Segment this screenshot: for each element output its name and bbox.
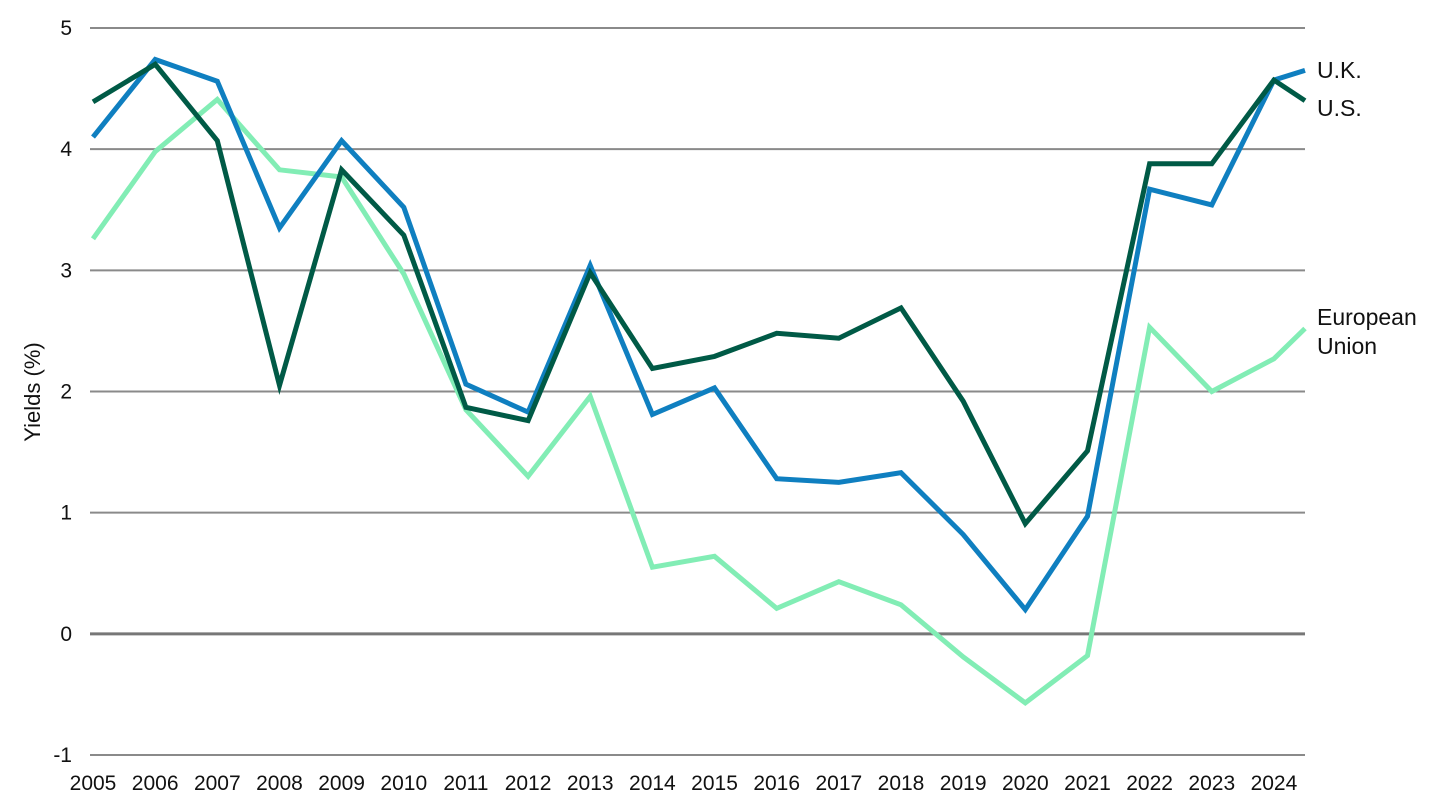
y-tick-label: 4: [60, 138, 72, 161]
y-tick-label: 1: [60, 502, 72, 525]
x-tick-label: 2006: [132, 772, 179, 795]
x-tick-label: 2005: [70, 772, 117, 795]
x-tick-label: 2017: [815, 772, 862, 795]
x-tick-label: 2010: [380, 772, 427, 795]
series-label-european-union: European Union: [1317, 304, 1417, 359]
y-tick-label: 5: [60, 17, 72, 40]
x-tick-label: 2016: [753, 772, 800, 795]
x-tick-label: 2024: [1251, 772, 1298, 795]
y-tick-labels: -1 0 1 2 3 4 5: [53, 17, 72, 767]
x-tick-label: 2013: [567, 772, 614, 795]
x-tick-label: 2011: [443, 772, 488, 795]
x-tick-label: 2014: [629, 772, 676, 795]
y-tick-label: 2: [60, 381, 72, 404]
x-tick-label: 2012: [505, 772, 552, 795]
y-tick-label: 0: [60, 623, 72, 646]
x-tick-label: 2008: [256, 772, 303, 795]
y-axis-label: Yields (%): [20, 342, 45, 441]
x-tick-label: 2009: [318, 772, 365, 795]
series-lines: [90, 56, 1307, 707]
x-tick-label: 2007: [194, 772, 241, 795]
x-tick-label: 2018: [878, 772, 925, 795]
x-tick-label: 2022: [1126, 772, 1173, 795]
x-tick-label: 2021: [1064, 772, 1111, 795]
y-tick-label: 3: [60, 259, 72, 282]
y-tick-label: -1: [53, 744, 72, 767]
x-tick-label: 2015: [691, 772, 738, 795]
series-line-u-k: [91, 56, 1306, 614]
series-labels: U.S. U.K. European Union: [1317, 57, 1417, 359]
x-tick-label: 2019: [940, 772, 987, 795]
gridlines: [90, 27, 1305, 756]
series-line-u-s: [91, 61, 1307, 529]
series-label-u-k: U.K.: [1317, 57, 1362, 83]
x-tick-label: 2020: [1002, 772, 1049, 795]
x-tick-label: 2023: [1188, 772, 1235, 795]
series-label-u-s: U.S.: [1317, 95, 1362, 121]
x-tick-labels: 2005 2006 2007 2008 2009 2010 2011 2012 2013 2014…: [70, 772, 1298, 795]
series-line-european-union: [90, 96, 1307, 707]
